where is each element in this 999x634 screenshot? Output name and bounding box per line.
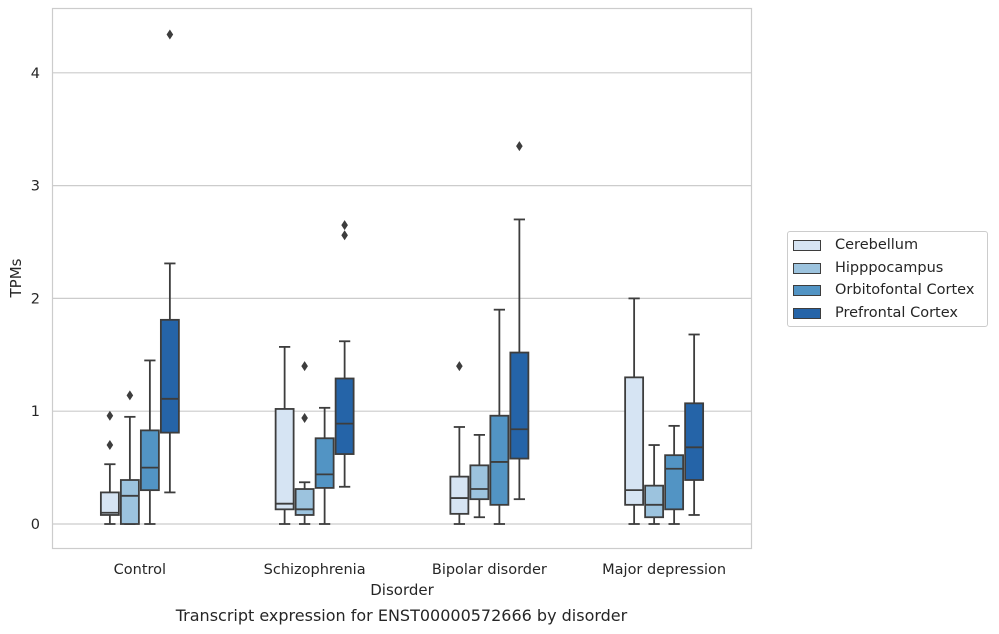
legend-swatch [793,239,821,251]
plot-frame [51,7,753,550]
box-iqr [469,464,490,501]
x-tick-labels: Control Schizophrenia Bipolar disorder Majo… [114,562,726,578]
legend-item-orbitofrontal: Orbitofontal Cortex [793,280,974,300]
boxes-layer [99,29,705,525]
box-iqr [139,429,160,492]
outlier-point [301,412,308,423]
box-iqr [644,484,665,519]
box-1-1 [294,361,315,525]
box-iqr [314,437,335,489]
box-0-0 [99,410,120,525]
legend-item-hippocampus: Hipppocampus [793,258,943,278]
box-0-3 [624,297,645,525]
legend-label: Orbitofontal Cortex [835,282,975,298]
box-2-1 [314,406,335,525]
box-iqr [664,454,685,511]
box-0-2 [449,361,470,525]
outlier-point [516,141,523,152]
outlier-point [166,29,174,40]
box-3-3 [684,333,705,516]
x-axis-label: Disorder [370,581,434,599]
legend-item-prefrontal: Prefrontal Cortex [793,303,958,323]
legend: Cerebellum Hipppocampus Orbitofontal Cor… [787,231,988,327]
box-iqr [624,376,645,506]
box-2-0 [139,359,160,525]
box-iqr [159,318,180,434]
box-1-3 [644,444,665,525]
chart-caption: Transcript expression for ENST0000057266… [175,606,628,625]
outlier-point [341,220,348,231]
y-tick-label: 1 [31,404,40,420]
box-iqr [119,479,140,525]
outlier-point [456,361,463,372]
box-3-0 [159,29,180,494]
legend-label: Hipppocampus [835,260,944,276]
legend-swatch [793,262,821,274]
y-axis-label: TPMs [7,258,25,298]
box-iqr [684,402,705,481]
y-tick-label: 2 [31,291,40,307]
box-iqr [449,475,470,515]
outlier-point [106,410,114,421]
legend-label: Prefrontal Cortex [835,305,958,321]
y-tick-label: 3 [31,179,40,195]
outlier-point [126,390,134,401]
box-3-1 [334,220,355,488]
x-tick-label: Control [114,562,166,578]
outlier-point [341,230,348,241]
box-iqr [99,491,120,516]
x-tick-label: Major depression [602,562,726,578]
legend-swatch [793,307,821,319]
box-iqr [274,408,295,511]
legend-item-cerebellum: Cerebellum [793,235,918,255]
y-tick-label: 4 [31,66,40,82]
box-iqr [294,488,315,516]
box-0-1 [274,346,295,525]
x-tick-label: Schizophrenia [264,562,366,578]
box-2-3 [664,424,685,525]
box-3-2 [509,141,530,501]
outlier-point [106,440,114,451]
box-2-2 [489,308,510,525]
y-tick-labels: 0 1 2 3 4 [31,66,40,533]
outlier-point [301,361,308,372]
box-iqr [334,377,355,455]
box-iqr [509,351,530,460]
box-iqr [489,414,510,506]
legend-swatch [793,284,821,296]
legend-label: Cerebellum [835,237,919,253]
box-1-0 [119,390,140,525]
x-tick-label: Bipolar disorder [432,562,547,578]
y-tick-label: 0 [31,517,40,533]
box-1-2 [469,433,490,519]
